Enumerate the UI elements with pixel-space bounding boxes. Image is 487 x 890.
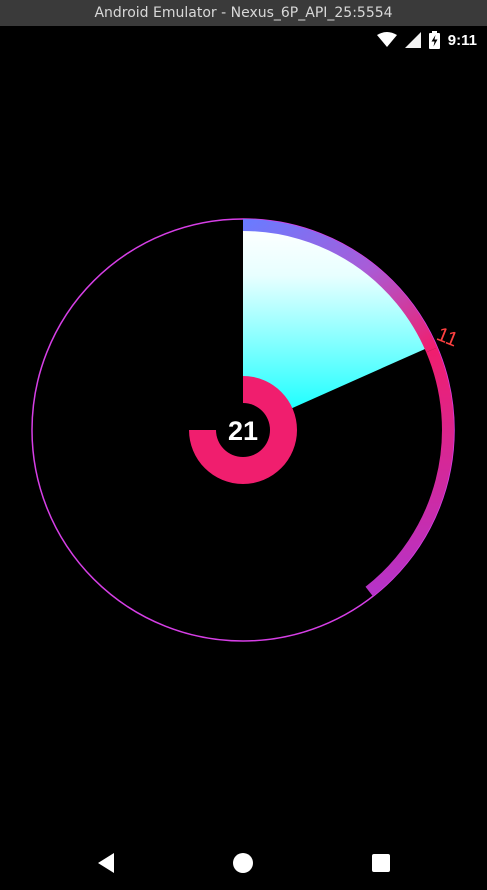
status-bar: 9:11 xyxy=(0,26,487,54)
back-icon xyxy=(98,853,114,873)
battery-charging-icon xyxy=(428,31,440,49)
home-icon xyxy=(233,853,253,873)
back-button[interactable] xyxy=(94,850,120,876)
recents-button[interactable] xyxy=(368,850,394,876)
window-title: Android Emulator - Nexus_6P_API_25:5554 xyxy=(94,5,393,21)
app-screen: 21 11 xyxy=(0,54,487,836)
center-hole xyxy=(216,403,270,457)
progress-arc-upper xyxy=(242,219,438,353)
dial-widget: 21 11 xyxy=(31,218,461,642)
value-wedge xyxy=(243,224,432,430)
home-button[interactable] xyxy=(230,850,256,876)
navigation-bar xyxy=(0,836,487,890)
signal-icon xyxy=(404,32,421,48)
progress-arc-lower xyxy=(365,347,454,597)
wifi-icon xyxy=(376,32,397,47)
recents-icon xyxy=(372,854,390,872)
center-value: 21 xyxy=(228,416,258,446)
emulator-title-bar: Android Emulator - Nexus_6P_API_25:5554 xyxy=(0,0,487,26)
status-icons: 9:11 xyxy=(376,30,477,50)
status-time: 9:11 xyxy=(447,31,477,49)
